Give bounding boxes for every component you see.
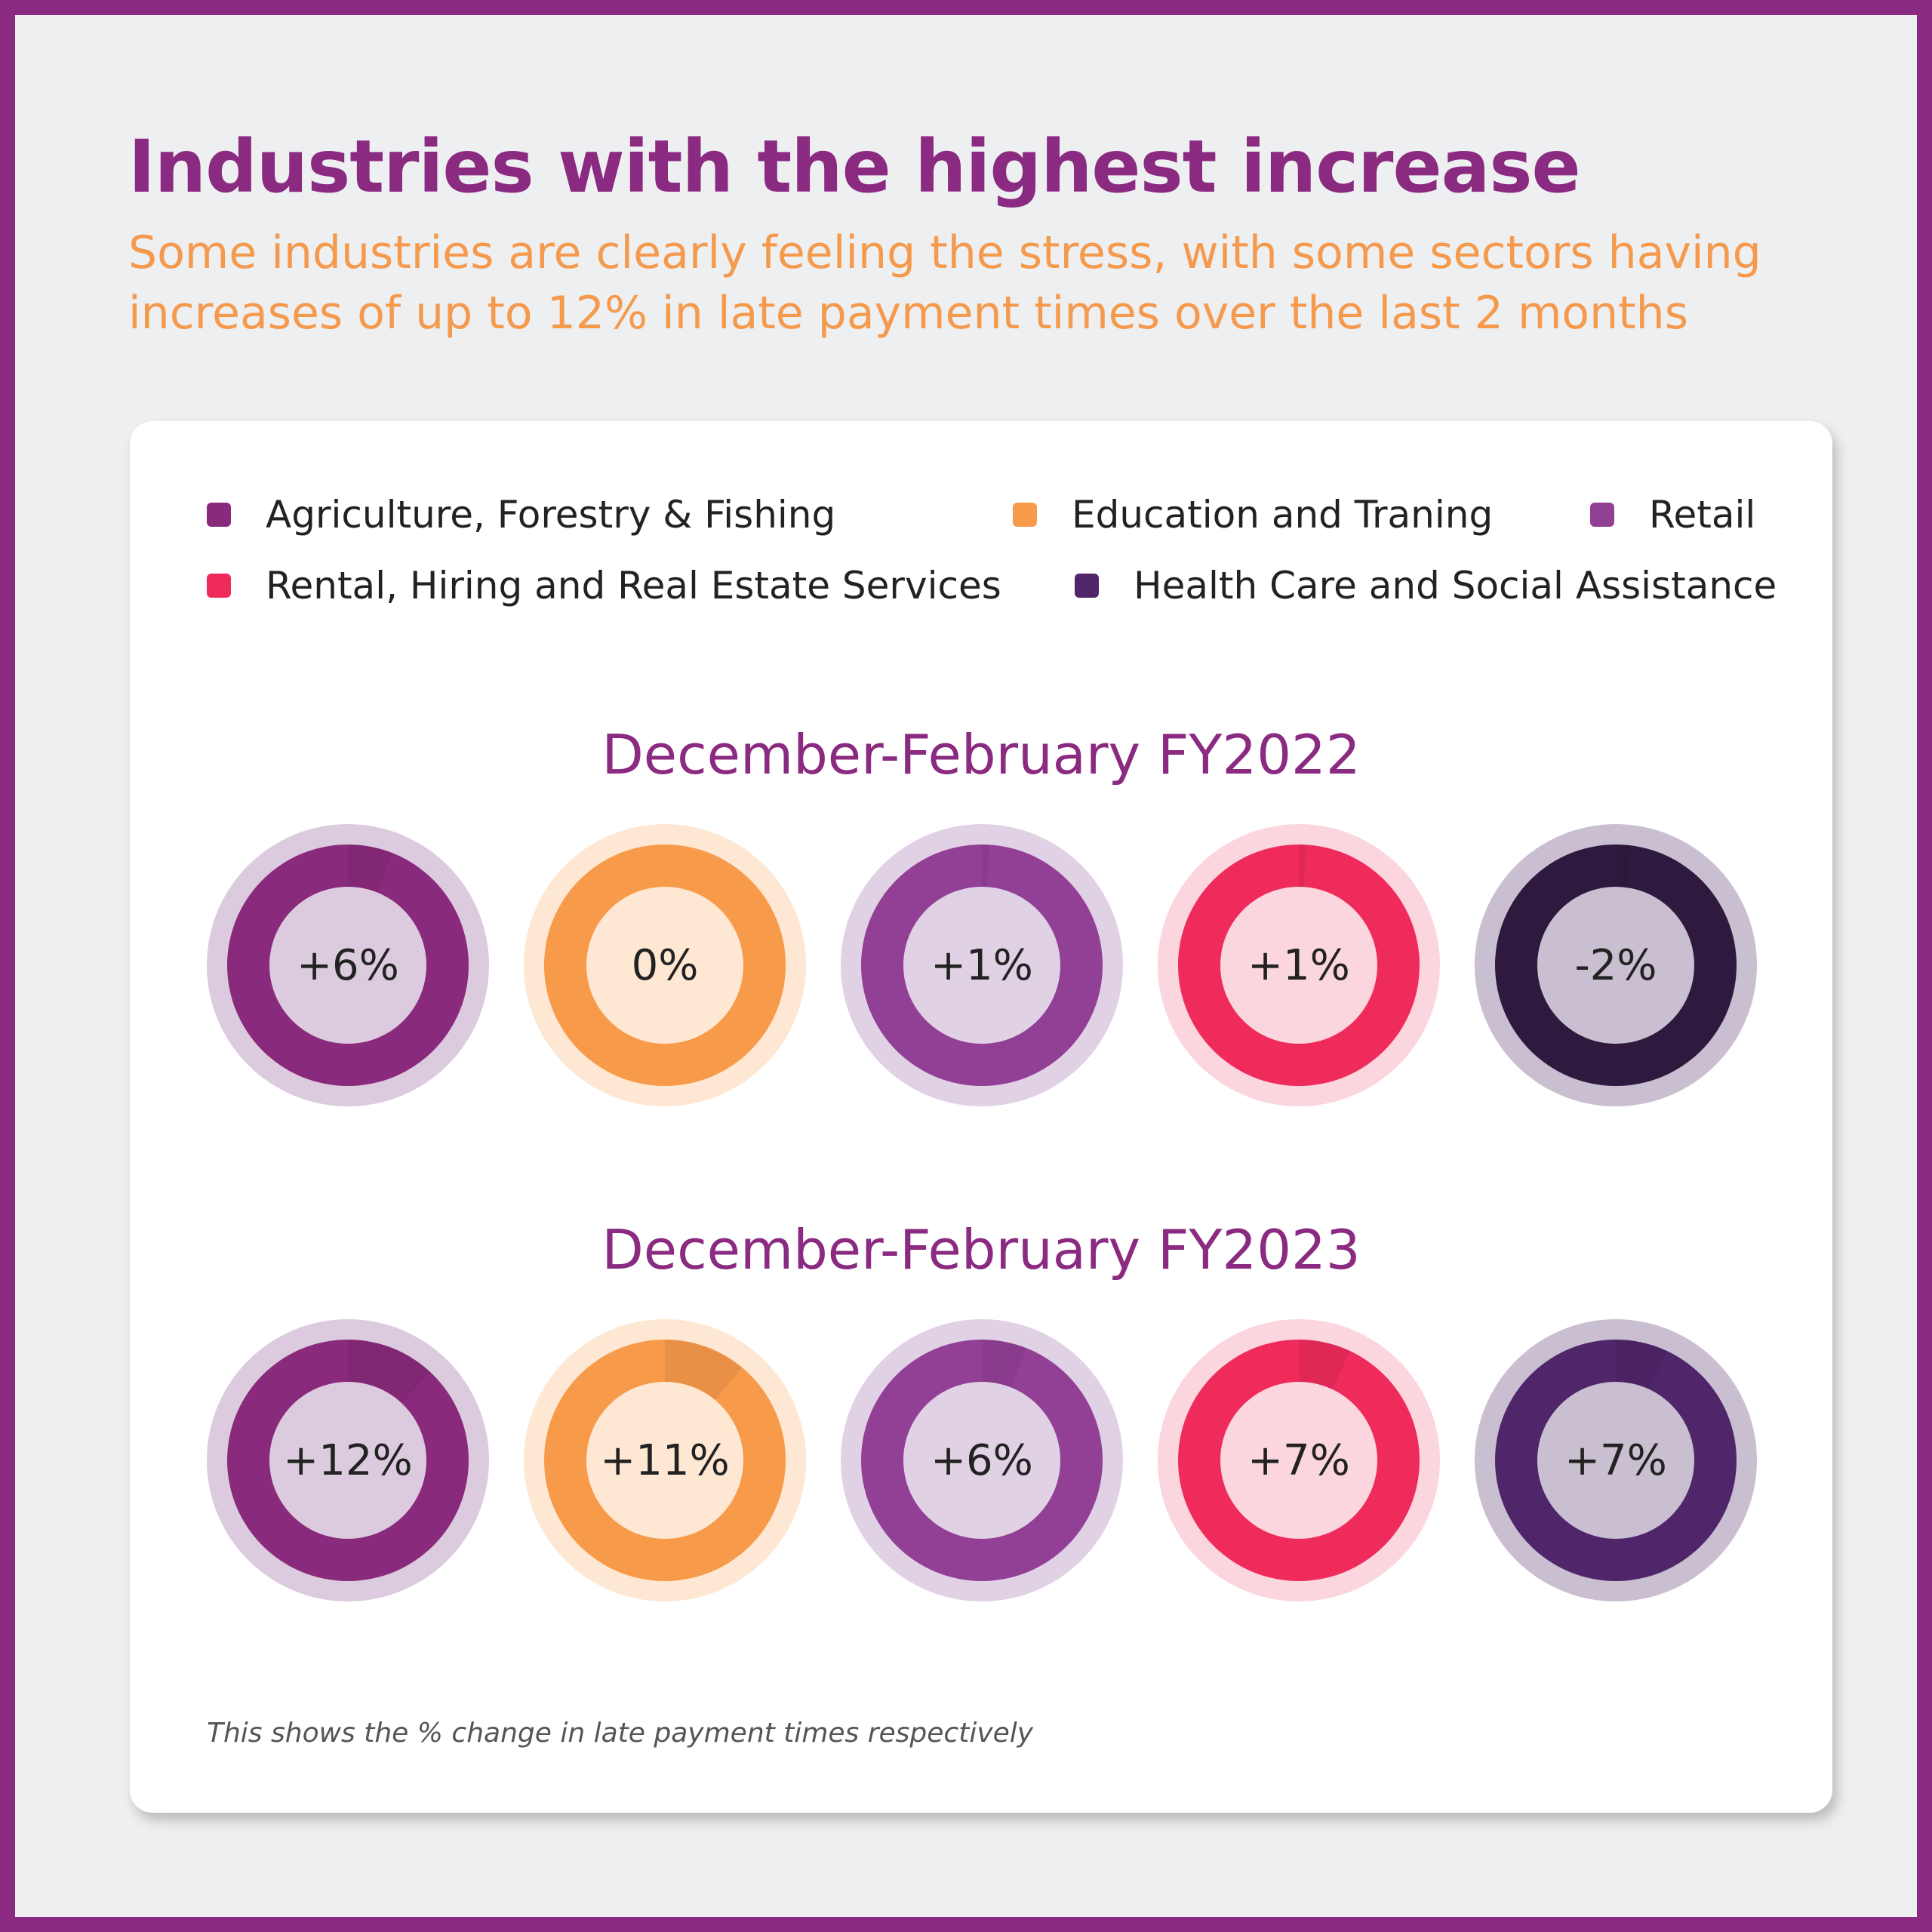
legend-label: Retail [1649, 493, 1755, 537]
legend-swatch [207, 574, 231, 598]
donut-chart: +11% [524, 1319, 806, 1601]
donut-chart: 0% [524, 824, 806, 1106]
row-title: December-February FY2022 [130, 723, 1832, 786]
donut-value-label: +1% [1158, 824, 1440, 1106]
donut-chart: +12% [207, 1319, 489, 1601]
donut-value-label: +7% [1158, 1319, 1440, 1601]
page-frame: Industries with the highest increase Som… [0, 0, 1932, 1932]
page-title: Industries with the highest increase [128, 125, 1580, 209]
legend-swatch [207, 503, 231, 527]
donut-chart: +7% [1158, 1319, 1440, 1601]
donut-chart: +1% [1158, 824, 1440, 1106]
page-subtitle: Some industries are clearly feeling the … [128, 223, 1834, 343]
donut-value-label: +11% [524, 1319, 806, 1601]
donut-value-label: +6% [841, 1319, 1123, 1601]
legend-item: Retail [1590, 493, 1755, 537]
donut-chart: +1% [841, 824, 1123, 1106]
legend-item: Rental, Hiring and Real Estate Services [207, 564, 1001, 608]
legend-item: Agriculture, Forestry & Fishing [207, 493, 835, 537]
donut-chart: +6% [841, 1319, 1123, 1601]
donut-value-label: +12% [207, 1319, 489, 1601]
legend-label: Rental, Hiring and Real Estate Services [266, 564, 1001, 608]
legend-item: Education and Traning [1013, 493, 1493, 537]
legend-swatch [1013, 503, 1037, 527]
donut-chart: +7% [1475, 1319, 1757, 1601]
donut-value-label: 0% [524, 824, 806, 1106]
chart-card: Agriculture, Forestry & Fishing Education… [130, 421, 1832, 1813]
row-title: December-February FY2023 [130, 1218, 1832, 1281]
donut-value-label: +6% [207, 824, 489, 1106]
legend-swatch [1590, 503, 1614, 527]
legend-swatch [1075, 574, 1099, 598]
legend-item: Health Care and Social Assistance [1075, 564, 1777, 608]
legend-label: Education and Traning [1072, 493, 1493, 537]
donut-value-label: -2% [1475, 824, 1757, 1106]
donut-value-label: +1% [841, 824, 1123, 1106]
legend-label: Health Care and Social Assistance [1134, 564, 1777, 608]
donut-chart: -2% [1475, 824, 1757, 1106]
footnote: This shows the % change in late payment … [207, 1718, 1033, 1749]
legend-label: Agriculture, Forestry & Fishing [266, 493, 835, 537]
donut-value-label: +7% [1475, 1319, 1757, 1601]
donut-chart: +6% [207, 824, 489, 1106]
